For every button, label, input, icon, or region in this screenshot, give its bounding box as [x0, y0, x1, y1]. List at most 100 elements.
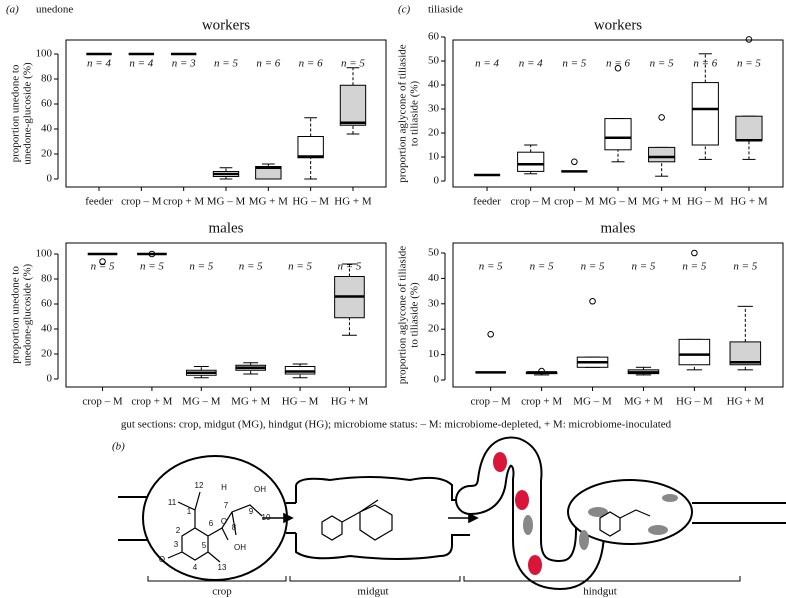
x-tick-label: crop + M: [131, 396, 172, 408]
y-tick-label: 20: [428, 127, 440, 139]
atom-label: 2: [176, 526, 181, 535]
y-tick-label: 50: [428, 55, 440, 67]
y-tick-label: 50: [428, 247, 440, 259]
x-tick-label: MG + M: [642, 196, 681, 208]
n-label: n = 5: [733, 261, 757, 273]
n-label: n = 6: [299, 58, 323, 70]
plot-frame: [65, 242, 387, 388]
y-tick-label: 40: [428, 272, 440, 284]
x-tick-label: crop + M: [521, 396, 562, 408]
y-tick-label: 60: [41, 98, 53, 110]
panel-label: (c): [398, 4, 411, 16]
outlier: [614, 64, 622, 72]
x-tick-label: HG – M: [292, 196, 329, 208]
y-tick-label: 60: [41, 298, 53, 310]
x-tick-label: feeder: [85, 196, 113, 208]
n-label: n = 5: [631, 261, 655, 273]
y-tick-label: 0: [434, 374, 440, 386]
n-label: n = 6: [256, 58, 280, 70]
box: [729, 341, 762, 366]
atom-label: 9: [249, 507, 254, 516]
bonds: [321, 499, 393, 541]
atom-label: 12: [195, 481, 204, 490]
bacterium: [579, 530, 589, 550]
x-tick-label: HG + M: [331, 396, 369, 408]
y-tick-label: 80: [41, 273, 53, 285]
n-label: n = 6: [606, 58, 630, 70]
outlier: [745, 36, 753, 43]
atom-label: O: [159, 555, 165, 564]
x-tick-label: MG + M: [231, 396, 270, 408]
rectum-tube: [692, 502, 786, 524]
y-axis-label: proportion aglycone of tiliaside: [397, 44, 409, 182]
y-tick-label: 100: [36, 248, 53, 260]
y-axis-label: proportion aglycone of tiliaside: [397, 246, 409, 384]
x-tick-label: HG + M: [334, 196, 372, 208]
y-tick-label: 20: [41, 148, 53, 160]
n-label: n = 5: [341, 58, 365, 70]
x-tick-label: MG – M: [599, 196, 638, 208]
bacterium: [515, 490, 529, 510]
arrowhead: [283, 512, 294, 524]
n-label: n = 5: [479, 261, 503, 273]
n-label: n = 3: [172, 58, 196, 70]
x-tick-label: MG – M: [182, 396, 221, 408]
n-label: n = 5: [650, 58, 674, 70]
n-label: n = 5: [562, 58, 586, 70]
n-label: n = 6: [693, 58, 717, 70]
x-tick-label: crop – M: [471, 396, 512, 408]
y-tick-label: 40: [41, 323, 53, 335]
n-label: n = 5: [737, 58, 761, 70]
section-label: crop: [212, 586, 232, 598]
y-tick-label: 30: [428, 103, 440, 115]
bracket: [463, 576, 741, 582]
n-label: n = 4: [129, 58, 153, 70]
atom-label: OH: [254, 485, 266, 494]
y-tick-label: 10: [428, 151, 440, 163]
bracket: [289, 576, 461, 582]
chart-title: workers: [202, 17, 250, 33]
connector: [286, 502, 296, 534]
section-label: hindgut: [583, 586, 617, 598]
atom-label: OH: [234, 543, 246, 552]
atom-label: 13: [218, 563, 227, 572]
x-tick-label: MG + M: [249, 196, 288, 208]
x-tick-label: HG – M: [687, 196, 724, 208]
outlier: [538, 367, 545, 375]
bacterium: [662, 494, 678, 502]
y-tick-label: 40: [41, 123, 53, 135]
y-axis-label: to tiliaside (%): [409, 80, 421, 146]
bacterium: [493, 452, 507, 472]
n-label: n = 5: [214, 58, 238, 70]
y-tick-label: 40: [428, 79, 440, 91]
outlier: [148, 250, 156, 258]
x-tick-label: crop – M: [554, 196, 595, 208]
outlier: [691, 249, 698, 257]
bracket: [147, 576, 287, 582]
y-tick-label: 20: [41, 348, 53, 360]
box: [678, 338, 711, 366]
y-axis-label: proportion unedone to: [10, 64, 22, 162]
chart-title: workers: [594, 17, 642, 33]
x-tick-label: HG + M: [727, 396, 765, 408]
bacteria: [493, 452, 678, 575]
chart-title: males: [209, 220, 244, 236]
y-tick-label: 100: [36, 48, 53, 60]
x-tick-label: crop – M: [121, 196, 162, 208]
y-tick-label: 0: [47, 173, 53, 185]
y-tick-label: 0: [47, 373, 53, 385]
box: [339, 84, 367, 126]
x-tick-label: MG – M: [207, 196, 246, 208]
plot-frame: [452, 242, 784, 388]
atom-label: 10: [262, 513, 271, 522]
y-tick-label: 0: [434, 175, 440, 187]
atom-label: 8: [232, 523, 237, 532]
arrows: [262, 512, 479, 524]
atom-label: 4: [193, 563, 198, 572]
box: [604, 118, 632, 151]
atom-label: 11: [168, 498, 177, 507]
atom-label: 3: [174, 540, 179, 549]
n-label: n = 5: [140, 261, 164, 273]
y-axis-label: unedone-glucoside (%): [22, 62, 34, 165]
